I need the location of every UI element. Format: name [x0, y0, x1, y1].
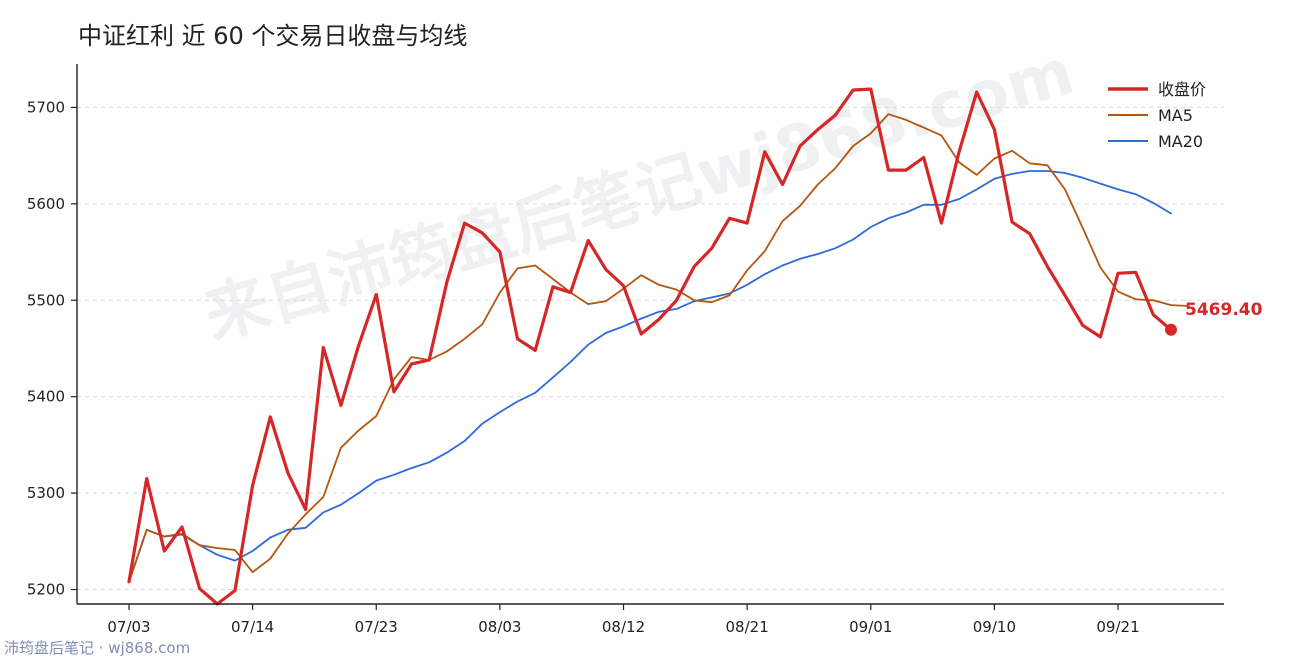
- y-tick-label-5600: 5600: [27, 195, 65, 213]
- last-value-dot: [1165, 323, 1177, 336]
- y-tick-label-5200: 5200: [27, 581, 65, 599]
- x-tick-label-08/12: 08/12: [602, 618, 645, 636]
- series-layer: [127, 87, 1190, 606]
- x-tick-label-09/10: 09/10: [973, 618, 1016, 636]
- legend-label-ma20: MA20: [1158, 132, 1203, 151]
- series-line-ma5: [128, 113, 1190, 583]
- y-tick-label-5300: 5300: [27, 484, 65, 502]
- series-line-close: [127, 87, 1173, 606]
- chart-title: 中证红利 近 60 个交易日收盘与均线: [78, 22, 467, 50]
- last-value-marker: 5469.40: [1165, 300, 1263, 336]
- series-line-ma20: [128, 170, 1172, 583]
- legend: 收盘价 MA5 MA20: [1108, 80, 1206, 151]
- x-tick-label-07/23: 07/23: [355, 618, 398, 636]
- y-tick-label-5500: 5500: [27, 291, 65, 309]
- x-tick-label-07/03: 07/03: [107, 618, 150, 636]
- y-axis: 5200 5300 5400 5500 5600 5700: [27, 98, 77, 599]
- y-tick-label-5700: 5700: [27, 98, 65, 116]
- footer-credit: 沛筠盘后笔记 · wj868.com: [4, 639, 190, 657]
- legend-label-ma5: MA5: [1158, 106, 1193, 125]
- x-tick-label-08/21: 08/21: [726, 618, 769, 636]
- y-tick-label-5400: 5400: [27, 388, 65, 406]
- grid-layer: [77, 106, 1224, 591]
- x-tick-label-07/14: 07/14: [231, 618, 274, 636]
- x-axis: 07/03 07/14 07/23 08/03 08/12 08/21 09/01 09/10…: [107, 604, 1140, 636]
- x-tick-label-09/01: 09/01: [849, 618, 892, 636]
- x-tick-label-09/21: 09/21: [1096, 618, 1139, 636]
- legend-label-close: 收盘价: [1158, 80, 1206, 99]
- x-tick-label-08/03: 08/03: [478, 618, 521, 636]
- last-value-label: 5469.40: [1185, 300, 1263, 320]
